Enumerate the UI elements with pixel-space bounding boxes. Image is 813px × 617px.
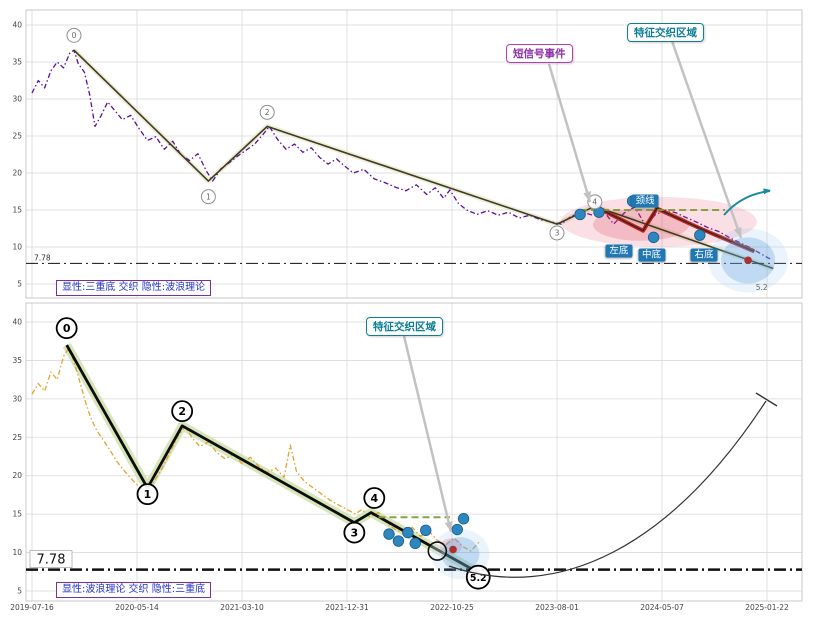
chart-text: 2019-07-16 — [10, 603, 54, 612]
chart-text: 10 — [12, 548, 22, 557]
signal-dot — [402, 526, 414, 539]
chart-text: 2020-05-14 — [115, 603, 159, 612]
wave-marker — [363, 487, 386, 509]
top-chart-panel: 5 10 15 20 25 30 35 40 7.78 0 1 2 3 4 5.2 — [12, 9, 803, 299]
chart-text: 30 — [12, 394, 22, 403]
chart-text: 3 — [555, 229, 560, 238]
arrowhead — [583, 191, 592, 202]
chart-text: 25 — [12, 132, 22, 141]
panel-border — [25, 9, 803, 299]
signal-dot — [574, 208, 586, 221]
wave-zigzag — [65, 344, 479, 574]
chart-text: 35 — [12, 356, 22, 365]
chart-text: 30 — [12, 95, 22, 104]
arrowhead — [444, 521, 453, 532]
wave-marker — [136, 483, 159, 506]
chart-text: 7.78 — [34, 253, 51, 262]
chart-text: 2 — [178, 405, 186, 418]
convergence-halo — [441, 537, 480, 572]
wave-marker — [343, 521, 366, 544]
chart-text: 5 — [17, 587, 22, 596]
chart-text: 15 — [12, 206, 22, 215]
chart-text: 4 — [370, 492, 378, 505]
callout-arrow — [547, 63, 592, 203]
wave-marker — [259, 104, 275, 120]
chart-text: 20 — [12, 471, 22, 480]
chart-text: 2025-01-22 — [745, 603, 789, 612]
chart-text: 1 — [206, 192, 211, 201]
bottom-chart-panel: 5 10 15 20 25 30 35 40 7.78 0 1 2 3 4 5.2 — [12, 302, 803, 602]
chart-text: 2023-08-01 — [535, 603, 579, 612]
chart-text: 2024-05-07 — [640, 603, 684, 612]
wave-marker — [55, 317, 78, 340]
signal-dot — [383, 528, 395, 540]
arrowhead — [733, 227, 742, 238]
signal-dot — [647, 231, 660, 244]
wave-marker — [66, 27, 82, 43]
wave-marker — [171, 400, 194, 423]
signal-dot — [420, 524, 432, 536]
chart-text: 1 — [144, 488, 152, 501]
chart-text: 7.78 — [37, 553, 66, 568]
callout-arrow — [670, 40, 743, 239]
chart-text: 10 — [12, 243, 22, 252]
wave-marker — [587, 194, 603, 210]
callout-arrow — [402, 335, 453, 533]
terminal-red-dot — [449, 545, 457, 554]
panel-border — [25, 302, 803, 602]
chart-text: 40 — [12, 318, 22, 327]
chart-text: 3 — [351, 527, 359, 540]
chart-text: 4 — [592, 198, 597, 207]
signal-dot — [642, 195, 655, 207]
projection-arc-tick — [755, 392, 778, 407]
chart-text: 0 — [72, 31, 77, 40]
chart-text: 15 — [12, 510, 22, 519]
triple-bottom-path-core — [594, 205, 755, 252]
chart-text: 5.2 — [756, 283, 768, 292]
wave-marker — [549, 225, 565, 241]
wave-zigzag — [73, 49, 774, 270]
chart-text: 35 — [12, 58, 22, 67]
chart-text: 5 — [17, 280, 22, 289]
chart-text: 25 — [12, 433, 22, 442]
signal-dot — [694, 229, 706, 241]
chart-text: 20 — [12, 169, 22, 178]
chart-text: 0 — [63, 322, 71, 335]
terminal-red-dot — [744, 256, 752, 265]
signal-dot — [409, 537, 421, 550]
projection-arc — [448, 400, 767, 578]
wave-marker — [200, 189, 216, 205]
chart-text: 2022-10-25 — [430, 603, 474, 612]
reference-price-label-box — [29, 550, 73, 569]
signal-dot — [392, 535, 405, 547]
wave-marker — [465, 564, 491, 590]
signal-dot — [626, 195, 639, 207]
price-series-top — [31, 49, 772, 261]
chart-text: 5.2 — [470, 573, 487, 584]
chart-text: 40 — [12, 21, 22, 30]
chart-text: 2021-12-31 — [325, 603, 369, 612]
arrowhead — [763, 188, 771, 195]
price-series-bottom — [31, 349, 480, 552]
wave-marker-empty — [427, 541, 448, 561]
chart-text: 2021-03-10 — [220, 603, 264, 612]
chart-text: 2 — [265, 108, 270, 117]
signal-dot — [457, 513, 470, 525]
signal-dot — [451, 523, 463, 536]
